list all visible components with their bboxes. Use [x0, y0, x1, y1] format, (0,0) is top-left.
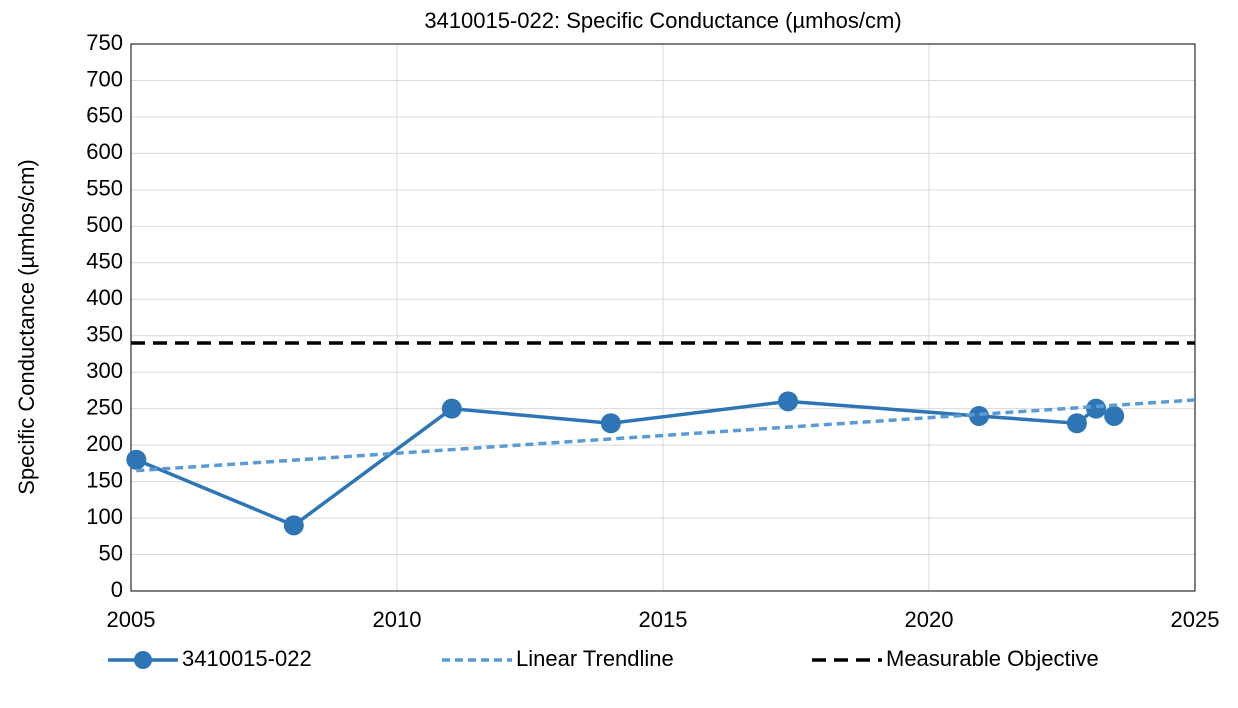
y-tick-label: 650 — [86, 103, 123, 128]
data-point — [969, 405, 990, 426]
y-tick-label: 50 — [99, 540, 123, 565]
x-tick-label: 2020 — [905, 607, 954, 632]
data-point — [778, 391, 799, 412]
data-point — [600, 413, 621, 434]
y-tick-label: 600 — [86, 139, 123, 164]
data-point — [441, 398, 462, 419]
y-tick-label: 700 — [86, 66, 123, 91]
x-tick-label: 2015 — [639, 607, 688, 632]
legend-marker — [134, 651, 152, 669]
y-tick-label: 750 — [86, 30, 123, 55]
legend-label: Linear Trendline — [516, 646, 674, 671]
legend-label: 3410015-022 — [182, 646, 312, 671]
data-point — [1086, 398, 1107, 419]
x-tick-label: 2005 — [107, 607, 156, 632]
chart-title: 3410015-022: Specific Conductance (µmhos… — [424, 8, 901, 33]
y-tick-label: 550 — [86, 176, 123, 201]
y-tick-label: 350 — [86, 322, 123, 347]
y-tick-label: 400 — [86, 285, 123, 310]
y-tick-label: 100 — [86, 504, 123, 529]
y-tick-label: 500 — [86, 212, 123, 237]
y-tick-label: 0 — [111, 577, 123, 602]
y-tick-label: 250 — [86, 394, 123, 419]
data-point — [283, 515, 304, 536]
x-tick-label: 2010 — [373, 607, 422, 632]
y-tick-label: 150 — [86, 467, 123, 492]
data-point — [126, 449, 147, 470]
legend-label: Measurable Objective — [886, 646, 1099, 671]
y-tick-label: 300 — [86, 358, 123, 383]
plot-frame — [130, 43, 1196, 592]
series-line — [136, 398, 1196, 473]
data-point — [1066, 413, 1087, 434]
x-tick-label: 2025 — [1171, 607, 1220, 632]
y-tick-label: 450 — [86, 249, 123, 274]
data-point — [1104, 405, 1125, 426]
y-axis-label: Specific Conductance (µmhos/cm) — [14, 159, 39, 494]
series-line — [135, 399, 1115, 528]
y-tick-label: 200 — [86, 431, 123, 456]
